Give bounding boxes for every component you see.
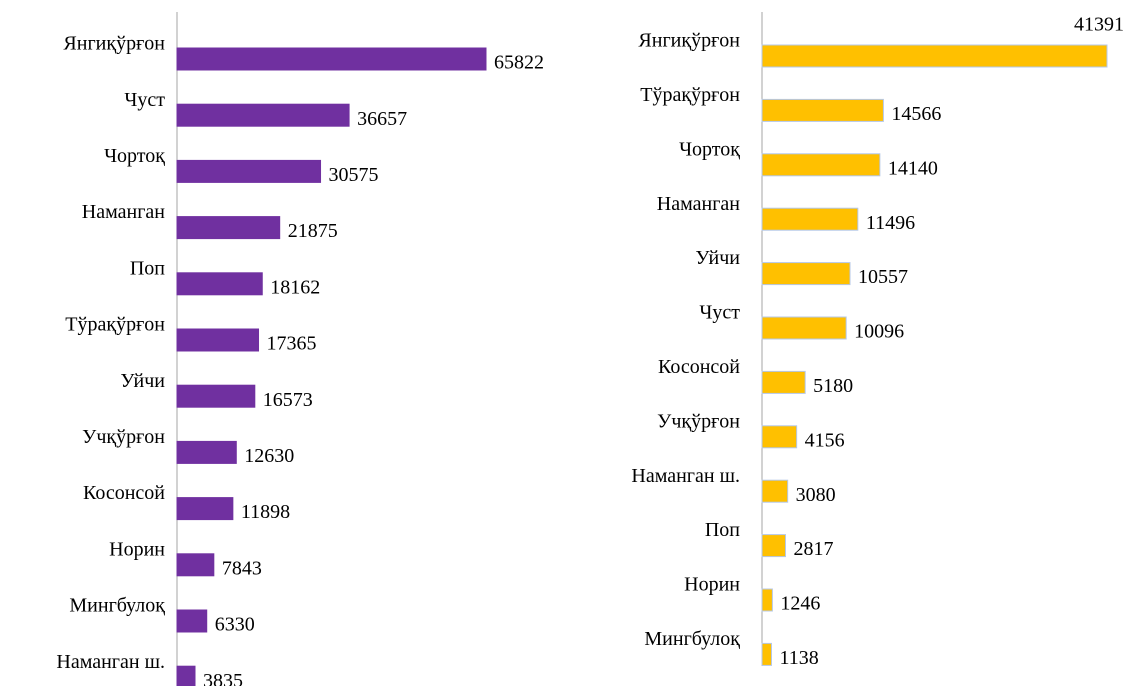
bar: [761, 534, 786, 558]
category-label: Норин: [684, 574, 740, 596]
value-label: 12630: [244, 445, 294, 467]
value-label: 16573: [263, 389, 313, 411]
value-label: 3835: [203, 670, 243, 686]
category-label: Наманган: [657, 193, 741, 215]
category-label: Чортоқ: [679, 138, 740, 160]
bar: [176, 272, 263, 296]
value-label: 6330: [215, 614, 255, 636]
category-label: Чуст: [699, 302, 740, 324]
bar: [761, 316, 847, 340]
category-label: Наманган ш.: [56, 651, 165, 673]
bar: [761, 588, 773, 612]
bar: [176, 384, 256, 408]
value-label: 36657: [357, 108, 407, 130]
value-label: 10557: [858, 266, 908, 288]
value-label: 18162: [270, 276, 320, 298]
value-label: 14140: [888, 157, 938, 179]
value-label: 10096: [854, 321, 904, 343]
value-label: 1246: [780, 593, 820, 615]
category-label: Янгиқўрғон: [638, 30, 740, 52]
value-label: 11898: [241, 501, 290, 523]
bar: [761, 98, 884, 122]
bar: [761, 207, 859, 231]
value-label: 17365: [267, 333, 317, 355]
category-label: Чуст: [124, 89, 165, 111]
bar: [761, 479, 789, 503]
value-label: 3080: [796, 484, 836, 506]
value-label: 2817: [793, 538, 833, 560]
category-label: Наманган ш.: [631, 465, 740, 487]
category-label: Тўрақўрғон: [65, 314, 165, 336]
category-label: Норин: [109, 538, 165, 560]
bar: [761, 425, 798, 449]
category-label: Учқўрғон: [82, 426, 165, 448]
value-label: 65822: [494, 52, 544, 74]
value-label: 5180: [813, 375, 853, 397]
bar: [176, 609, 208, 633]
value-label: 14566: [891, 103, 941, 125]
category-label: Чортоқ: [104, 145, 165, 167]
value-label: 41391: [1074, 14, 1124, 36]
bar: [761, 153, 881, 177]
category-label: Косонсой: [658, 356, 740, 378]
category-label: Учқўрғон: [657, 410, 740, 432]
bar: [761, 642, 772, 666]
category-label: Уйчи: [695, 247, 740, 269]
bar: [176, 553, 215, 577]
value-label: 30575: [329, 164, 379, 186]
value-label: 1138: [779, 647, 818, 669]
category-label: Наманган: [82, 201, 166, 223]
category-label: Поп: [130, 257, 165, 279]
bar: [176, 665, 196, 686]
category-label: Тўрақўрғон: [640, 84, 740, 106]
bar: [176, 216, 281, 240]
category-label: Косонсой: [83, 482, 165, 504]
category-label: Уйчи: [120, 370, 165, 392]
bar: [176, 440, 237, 464]
bar: [176, 159, 322, 183]
bar: [176, 328, 260, 352]
bar: [176, 47, 487, 71]
value-label: 4156: [805, 429, 845, 451]
category-label: Поп: [705, 519, 740, 541]
category-label: Янгиқўрғон: [63, 33, 165, 55]
value-label: 7843: [222, 557, 262, 579]
category-label: Мингбулоқ: [69, 595, 165, 617]
value-label: 21875: [288, 220, 338, 242]
bar: [176, 497, 234, 521]
bar: [761, 370, 806, 394]
bar: [176, 103, 350, 127]
bar: [761, 44, 1108, 68]
value-label: 11496: [866, 212, 915, 234]
category-label: Мингбулоқ: [644, 628, 740, 650]
bar: [761, 262, 851, 286]
